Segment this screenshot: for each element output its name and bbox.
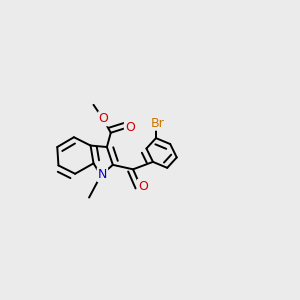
Text: O: O — [99, 112, 109, 125]
Text: N: N — [98, 168, 107, 181]
Text: Br: Br — [151, 117, 164, 130]
Text: O: O — [125, 121, 135, 134]
Text: O: O — [138, 180, 148, 193]
